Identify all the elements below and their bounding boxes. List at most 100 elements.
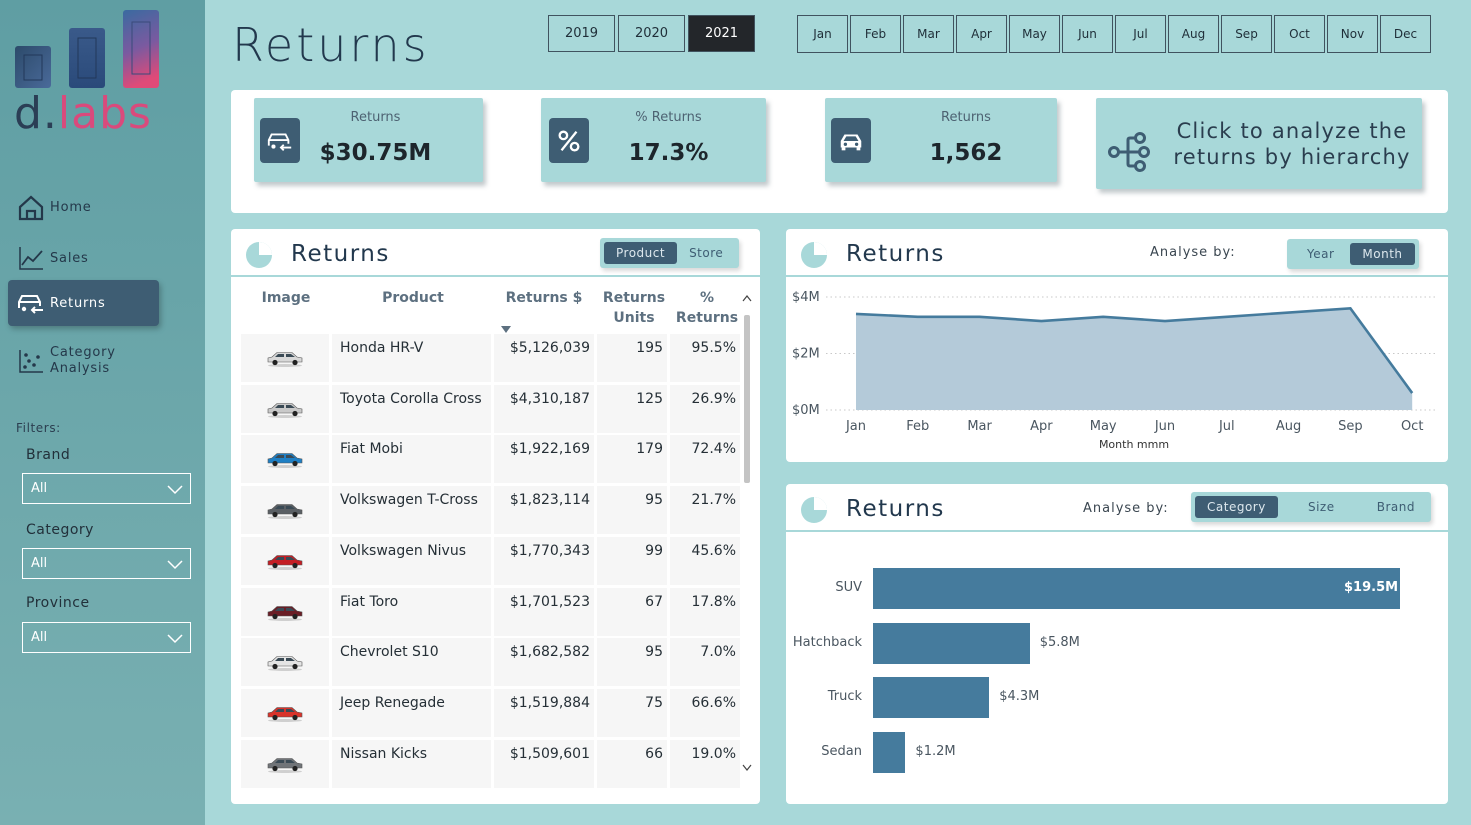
- month-button-jun[interactable]: Jun: [1062, 15, 1113, 53]
- column-header-product[interactable]: Product: [382, 290, 444, 306]
- month-button-jul[interactable]: Jul: [1115, 15, 1166, 53]
- category-filter-select[interactable]: All: [22, 548, 191, 579]
- month-button-apr[interactable]: Apr: [956, 15, 1007, 53]
- month-button-nov[interactable]: Nov: [1327, 15, 1378, 53]
- column-header-image[interactable]: Image: [261, 290, 311, 306]
- kpi-strip: Returns $30.75M % Returns 17.3% Returns …: [231, 90, 1448, 213]
- panel-header: Returns Analyse by: Category Size Brand: [786, 484, 1448, 532]
- pie-chart-icon: [801, 242, 827, 268]
- car-image: [267, 453, 303, 468]
- kpi-label: Returns: [350, 110, 401, 125]
- province-filter-title: Province: [26, 595, 90, 611]
- returns-dollars: $1,823,114: [494, 486, 594, 534]
- month-button-feb[interactable]: Feb: [850, 15, 901, 53]
- year-button-2021[interactable]: 2021: [688, 15, 755, 52]
- product-name: Volkswagen T-Cross: [332, 486, 491, 534]
- y-tick-label: $4M: [792, 290, 820, 305]
- y-tick-label: $0M: [792, 403, 820, 418]
- month-button-dec[interactable]: Dec: [1380, 15, 1431, 53]
- toggle-size[interactable]: Size: [1307, 500, 1335, 514]
- product-store-toggle: Product Store: [600, 238, 740, 268]
- month-button-may[interactable]: May: [1009, 15, 1060, 53]
- bar-suv[interactable]: [873, 568, 1400, 609]
- returns-units: 195: [597, 334, 667, 382]
- product-name: Chevrolet S10: [332, 638, 491, 686]
- toggle-product[interactable]: Product: [604, 242, 678, 264]
- brand-filter-select[interactable]: All: [22, 473, 191, 504]
- y-tick-label: $2M: [792, 347, 820, 362]
- car-thumbnail: [241, 689, 329, 737]
- nav-returns[interactable]: Returns: [8, 280, 159, 326]
- returns-units: 99: [597, 537, 667, 585]
- brand-filter-title: Brand: [26, 447, 71, 463]
- bar-value-label: $5.8M: [1039, 634, 1080, 650]
- table-row[interactable]: Nissan Kicks $1,509,601 66 19.0%: [241, 740, 741, 788]
- percent-returns: 19.0%: [670, 740, 740, 788]
- month-button-mar[interactable]: Mar: [903, 15, 954, 53]
- area-fill: [856, 308, 1413, 410]
- x-tick-label: Sep: [1338, 419, 1363, 434]
- filters-heading: Filters:: [16, 421, 61, 435]
- toggle-store[interactable]: Store: [689, 246, 724, 260]
- dlabs-logo: [15, 10, 159, 88]
- bar-value-label: $1.2M: [915, 743, 956, 759]
- column-header-returns-dollars[interactable]: Returns $: [505, 290, 583, 306]
- nav-category-label: Category Analysis: [50, 345, 116, 376]
- table-scrollbar[interactable]: [742, 287, 752, 777]
- toggle-category[interactable]: Category: [1195, 496, 1278, 518]
- kpi-value: $30.75M: [319, 140, 432, 166]
- table-row[interactable]: Fiat Mobi $1,922,169 179 72.4%: [241, 435, 741, 483]
- year-button-2019[interactable]: 2019: [548, 15, 615, 52]
- kpi-returns-percent: % Returns 17.3%: [541, 98, 766, 182]
- column-header-percent-returns[interactable]: % Returns: [675, 290, 739, 326]
- month-button-oct[interactable]: Oct: [1274, 15, 1325, 53]
- table-row[interactable]: Honda HR-V $5,126,039 195 95.5%: [241, 334, 741, 382]
- nav-home[interactable]: Home: [8, 184, 159, 230]
- toggle-year[interactable]: Year: [1307, 247, 1335, 261]
- hierarchy-link-text: Click to analyze the returns by hierarchy: [1173, 119, 1411, 169]
- percent-returns: 95.5%: [670, 334, 740, 382]
- year-button-2020[interactable]: 2020: [618, 15, 685, 52]
- returns-dollars: $1,682,582: [494, 638, 594, 686]
- table-row[interactable]: Fiat Toro $1,701,523 67 17.8%: [241, 588, 741, 636]
- month-button-jan[interactable]: Jan: [797, 15, 848, 53]
- product-name: Honda HR-V: [332, 334, 491, 382]
- table-row[interactable]: Toyota Corolla Cross $4,310,187 125 26.9%: [241, 385, 741, 433]
- hierarchy-analysis-button[interactable]: Click to analyze the returns by hierarchy: [1096, 98, 1422, 189]
- month-button-sep[interactable]: Sep: [1221, 15, 1272, 53]
- bar-category-label: SUV: [835, 580, 862, 595]
- car-image: [267, 707, 303, 722]
- bar-sedan[interactable]: [873, 731, 906, 773]
- percent-returns: 45.6%: [670, 537, 740, 585]
- bar-category-label: Hatchback: [792, 634, 862, 650]
- chevron-down-icon: [167, 485, 183, 495]
- table-row[interactable]: Volkswagen Nivus $1,770,343 99 45.6%: [241, 537, 741, 585]
- table-row[interactable]: Volkswagen T-Cross $1,823,114 95 21.7%: [241, 486, 741, 534]
- x-tick-label: Apr: [1030, 419, 1053, 434]
- returns-units: 179: [597, 435, 667, 483]
- returns-dollars: $1,770,343: [494, 537, 594, 585]
- x-axis-title: Month mmm: [1099, 438, 1169, 451]
- table-row[interactable]: Chevrolet S10 $1,682,582 95 7.0%: [241, 638, 741, 686]
- column-header-returns-units[interactable]: Returns Units: [602, 290, 666, 326]
- returns-table-panel: Returns Product Store Image Product Retu…: [231, 229, 760, 804]
- table-row[interactable]: Jeep Renegade $1,519,884 75 66.6%: [241, 689, 741, 737]
- pie-chart-icon: [801, 497, 827, 523]
- province-filter-select[interactable]: All: [22, 622, 191, 653]
- car-image: [267, 403, 303, 418]
- nav-home-label: Home: [50, 199, 92, 215]
- bar-category-label: Truck: [827, 689, 862, 705]
- nav-sales-label: Sales: [50, 250, 89, 266]
- nav-category-analysis[interactable]: Category Analysis: [8, 338, 159, 384]
- car-return-icon: [260, 118, 300, 163]
- returns-dollars: $1,701,523: [494, 588, 594, 636]
- percent-returns: 72.4%: [670, 435, 740, 483]
- car-icon: [831, 118, 871, 163]
- bar-truck[interactable]: [873, 677, 990, 719]
- toggle-brand[interactable]: Brand: [1376, 500, 1415, 514]
- returns-line-panel: Returns Analyse by: Year Month $4M $2M $0M…: [786, 229, 1448, 462]
- nav-sales[interactable]: Sales: [8, 235, 159, 281]
- bar-hatchback[interactable]: [873, 622, 1030, 664]
- toggle-month[interactable]: Month: [1350, 243, 1415, 265]
- month-button-aug[interactable]: Aug: [1168, 15, 1219, 53]
